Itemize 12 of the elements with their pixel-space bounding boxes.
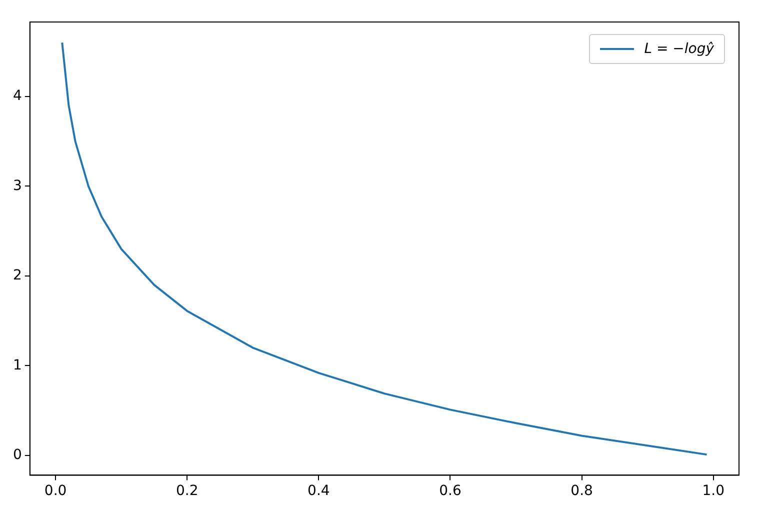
y-tick-label: 1 [12, 357, 22, 374]
y-tick-label: 0 [12, 447, 22, 464]
x-tick-label: 1.0 [702, 483, 724, 500]
x-tick-label: 0.4 [308, 483, 330, 500]
x-tick-label: 0.2 [176, 483, 198, 500]
legend-label: L = −logŷ [644, 41, 714, 57]
x-tick-label: 0.0 [44, 483, 67, 500]
y-tick-label: 3 [12, 178, 22, 194]
y-tick-label: 4 [12, 88, 22, 104]
y-tick-label: 2 [12, 268, 22, 284]
x-tick-label: 0.8 [570, 483, 593, 500]
x-tick-label: 0.6 [439, 483, 462, 500]
